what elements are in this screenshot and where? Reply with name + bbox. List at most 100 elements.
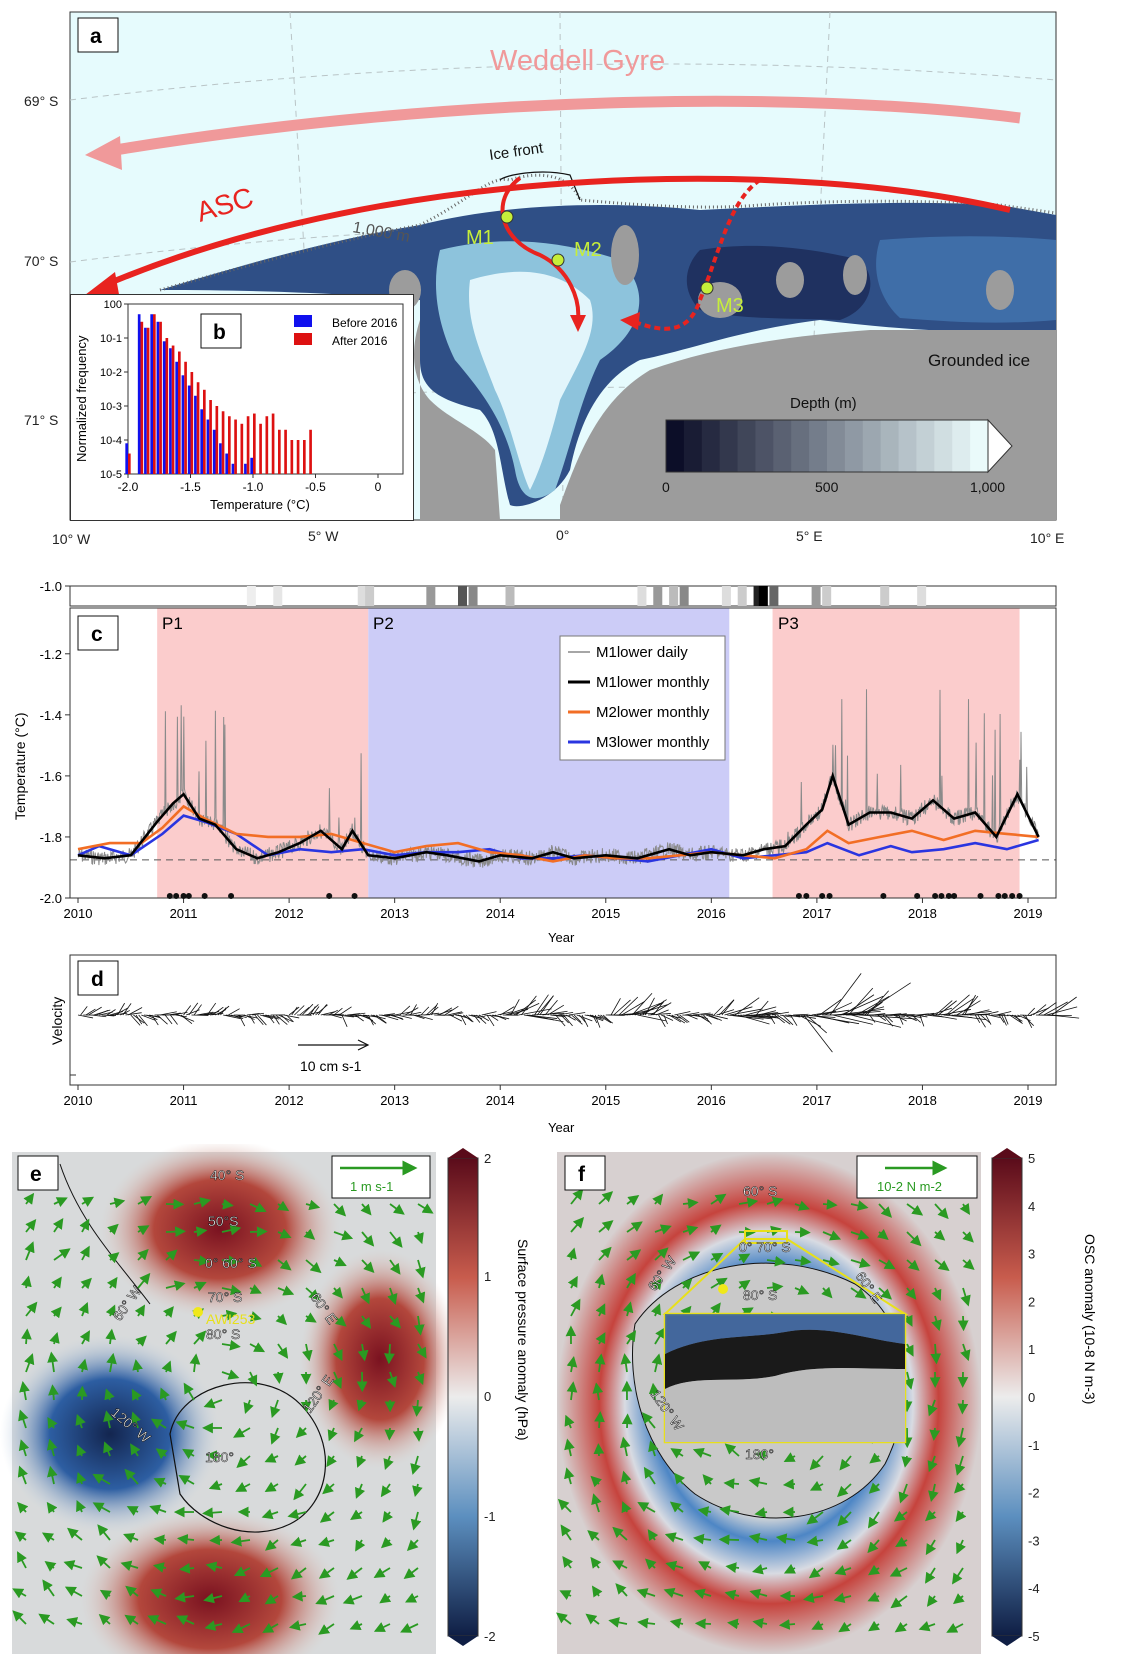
lon-label-0: 0°	[556, 527, 569, 543]
map-f-lat60: 60° S	[743, 1183, 777, 1199]
velocity-stick	[146, 1014, 158, 1020]
event-dot	[173, 893, 180, 899]
vector-arrow	[293, 1483, 307, 1501]
vector-arrow	[235, 1482, 251, 1492]
velocity-stick	[629, 1002, 661, 1016]
vector-arrow	[18, 1439, 30, 1457]
panel-b-ytick-label: 10-5	[100, 469, 122, 481]
velocity-stick	[655, 1009, 669, 1016]
vector-arrow	[822, 1198, 838, 1210]
vector-arrow	[682, 1225, 699, 1236]
velocity-stick	[713, 1005, 723, 1016]
vector-arrow	[209, 1534, 223, 1546]
panel-d-xtick-label: 2010	[64, 1093, 93, 1108]
vector-arrow	[76, 1444, 87, 1457]
panel-b-bar	[181, 375, 185, 474]
vector-arrow	[710, 1277, 728, 1289]
velocity-stick	[478, 1014, 490, 1022]
vector-arrow	[710, 1252, 724, 1263]
vector-arrow	[354, 1427, 365, 1443]
velocity-stick	[703, 1014, 712, 1025]
velocity-stick	[286, 1014, 294, 1023]
vector-arrow	[850, 1229, 870, 1240]
vector-arrow	[587, 1530, 600, 1542]
panel-f-osc-map: f 10-2 N m-2 60° S 0° 70° S 80° S 60° W …	[556, 1148, 1098, 1654]
velocity-stick	[534, 994, 549, 1016]
velocity-stick	[658, 1014, 666, 1028]
vector-arrow	[231, 1623, 251, 1634]
vector-arrow	[648, 1440, 659, 1457]
velocity-stick	[814, 1014, 850, 1024]
vector-arrow	[651, 1353, 663, 1373]
vector-arrow	[103, 1410, 114, 1429]
vector-arrow	[570, 1188, 584, 1205]
vector-arrow	[654, 1247, 669, 1261]
velocity-stick	[631, 992, 653, 1016]
velocity-stick	[684, 1012, 700, 1016]
velocity-stick	[650, 1002, 672, 1016]
vector-arrow	[25, 1301, 38, 1317]
vector-arrow	[221, 1198, 234, 1210]
velocity-stick	[494, 1014, 507, 1020]
event-strip-cell	[822, 586, 832, 606]
event-strip-cell	[637, 586, 647, 606]
velocity-stick	[257, 1014, 267, 1026]
velocity-stick	[922, 1012, 935, 1016]
vector-arrow	[333, 1230, 354, 1241]
panel-c-letter: c	[91, 623, 103, 646]
vector-arrow	[806, 1511, 824, 1525]
panel-b-bar	[171, 345, 175, 474]
vector-arrow	[272, 1371, 284, 1384]
velocity-stick	[394, 1011, 412, 1016]
vector-arrow	[243, 1399, 254, 1414]
vector-arrow	[570, 1298, 581, 1317]
panel-c-xlabel: Year	[548, 930, 575, 945]
vector-arrow	[275, 1313, 287, 1326]
velocity-stick	[600, 1014, 614, 1024]
vector-arrow	[291, 1590, 307, 1602]
velocity-stick	[877, 1014, 887, 1021]
legend-m3-label: M3lower monthly	[596, 734, 710, 751]
vector-arrow	[960, 1343, 971, 1362]
vector-arrow	[47, 1416, 58, 1429]
velocity-stick	[758, 1010, 777, 1016]
panel-b-bar	[253, 413, 256, 474]
vector-arrow	[738, 1197, 759, 1208]
panel-e-pressure-map: e 1 m s-1 40° S 50°S 0° 60° S 70° S 80° …	[0, 1144, 531, 1654]
velocity-stick	[212, 1006, 224, 1016]
panel-c-xtick-label: 2015	[591, 906, 620, 921]
velocity-stick	[843, 994, 875, 1016]
vector-arrow	[416, 1343, 427, 1359]
velocity-stick	[178, 1014, 195, 1022]
velocity-stick	[236, 1014, 247, 1018]
vector-arrow	[928, 1483, 939, 1503]
vector-arrow	[270, 1427, 281, 1445]
velocity-stick	[774, 1014, 785, 1024]
panel-c-ytick-label: -1.6	[40, 769, 62, 784]
vector-arrow	[962, 1231, 974, 1243]
velocity-stick	[518, 1008, 552, 1016]
vector-arrow	[417, 1203, 434, 1214]
velocity-stick	[415, 1014, 433, 1021]
vector-arrow	[53, 1248, 71, 1261]
velocity-stick	[463, 1014, 473, 1022]
vector-arrow	[867, 1511, 880, 1529]
velocity-stick	[352, 1012, 366, 1016]
velocity-stick	[1003, 1014, 1009, 1025]
panel-c-legend	[559, 635, 726, 761]
velocity-stick	[742, 1014, 772, 1019]
panel-d-xtick-label: 2014	[486, 1093, 515, 1108]
vector-arrow	[221, 1369, 240, 1380]
vector-arrow	[710, 1193, 727, 1205]
map-f-lat70: 0° 70° S	[739, 1239, 791, 1255]
vector-arrow	[349, 1620, 363, 1631]
vector-arrow	[642, 1412, 656, 1429]
panel-b-bar	[250, 457, 253, 474]
vector-arrow	[620, 1470, 632, 1485]
velocity-stick	[333, 1007, 343, 1016]
vector-arrow	[66, 1617, 83, 1628]
velocity-stick	[779, 1014, 792, 1018]
vector-arrow	[262, 1622, 279, 1633]
vector-arrow	[64, 1586, 83, 1597]
vector-arrow	[17, 1465, 28, 1485]
